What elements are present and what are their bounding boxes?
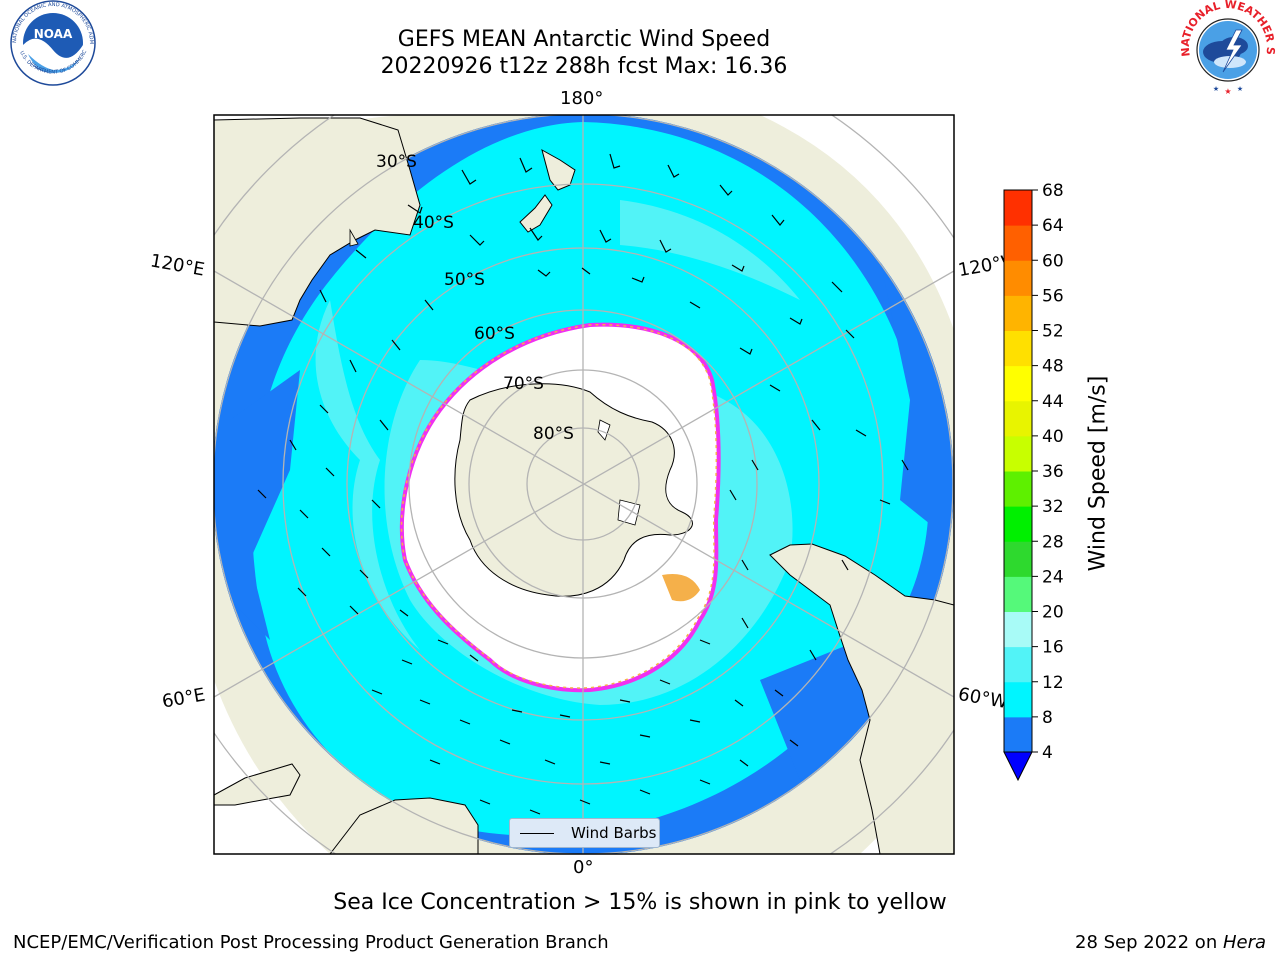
legend-line-icon: [520, 832, 554, 834]
nws-logo: NATIONAL WEATHER SERVICE ★ ★ ★: [1172, 0, 1280, 100]
south-america: [769, 543, 954, 854]
wind-barbs: [257, 153, 909, 815]
noaa-logo: NOAA NATIONAL OCEANIC AND ATMOSPHERIC AD…: [0, 0, 104, 86]
svg-text:★: ★: [1237, 85, 1243, 93]
colorbar-segment: [1004, 260, 1032, 296]
colorbar-segment: [1004, 716, 1032, 753]
colorbar-tick-label: 12: [1042, 673, 1064, 693]
colorbar-tick-label: 36: [1042, 462, 1064, 482]
colorbar-segment: [1004, 576, 1032, 612]
lat-label-60s: 60°S: [474, 324, 515, 344]
host-text: Hera: [1222, 932, 1266, 953]
madagascar: [214, 763, 301, 806]
graticule: [214, 115, 954, 854]
colorbar-tick-label: 28: [1042, 532, 1064, 552]
colorbar-segment: [1004, 365, 1032, 402]
svg-text:★: ★: [1213, 85, 1219, 93]
datestamp: 28 Sep 2022 on Hera: [1075, 932, 1266, 953]
colorbar-tick-label: 44: [1042, 392, 1064, 412]
lat-label-50s: 50°S: [444, 270, 485, 290]
africa: [329, 797, 479, 854]
colorbar-tick-label: 8: [1042, 708, 1053, 728]
colorbar-tick-label: 60: [1042, 251, 1064, 271]
svg-text:★: ★: [1224, 87, 1231, 96]
date-text: 28 Sep 2022 on: [1075, 932, 1223, 953]
colorbar-tick-label: 48: [1042, 357, 1064, 377]
colorbar-tick-label: 32: [1042, 497, 1064, 517]
colorbar-segment: [1004, 225, 1032, 261]
colorbar-label: Wind Speed [m/s]: [1085, 375, 1111, 572]
svg-text:NOAA: NOAA: [34, 27, 73, 41]
lon-label-180: 180°: [560, 88, 604, 109]
sea-ice-note: Sea Ice Concentration > 15% is shown in …: [333, 890, 947, 915]
colorbar-segment: [1004, 435, 1032, 472]
lat-label-70s: 70°S: [503, 374, 544, 394]
credit-text: NCEP/EMC/Verification Post Processing Pr…: [13, 932, 609, 953]
colorbar-segment: [1004, 646, 1032, 683]
colorbar-tick-label: 52: [1042, 322, 1064, 342]
colorbar-tick-label: 40: [1042, 427, 1064, 447]
colorbar-segment: [1004, 611, 1032, 648]
colorbar-tick-label: 4: [1042, 743, 1053, 763]
map-title: GEFS MEAN Antarctic Wind Speed: [397, 27, 771, 52]
lat-label-40s: 40°S: [413, 213, 454, 233]
lat-label-80s: 80°S: [533, 424, 574, 444]
colorbar-tick-label: 64: [1042, 216, 1064, 236]
lon-label-0: 0°: [573, 857, 594, 878]
colorbar-segment: [1004, 190, 1032, 226]
colorbar-segment: [1004, 471, 1032, 507]
lat-label-30s: 30°S: [376, 152, 417, 172]
legend-label: Wind Barbs: [571, 824, 657, 842]
colorbar-segment: [1004, 330, 1032, 367]
colorbar-extend-triangle: [1003, 751, 1033, 782]
colorbar-segment: [1004, 541, 1032, 577]
map-subtitle: 20220926 t12z 288h fcst Max: 16.36: [380, 54, 788, 79]
colorbar-tick-label: 56: [1042, 286, 1064, 306]
australia: [214, 117, 421, 327]
colorbar-segment: [1004, 295, 1032, 331]
colorbar-tick-label: 68: [1042, 181, 1064, 201]
colorbar-segment: [1004, 506, 1032, 542]
map-frame: [213, 114, 955, 855]
wind-barbs-legend: Wind Barbs: [509, 818, 660, 848]
colorbar-tick-label: 20: [1042, 603, 1064, 623]
colorbar-segment: [1004, 400, 1032, 437]
colorbar-segments: [1003, 189, 1033, 782]
sea-ice-patch: [662, 574, 700, 602]
colorbar-tick-label: 24: [1042, 567, 1064, 587]
new-zealand: [541, 148, 576, 191]
colorbar-segment: [1004, 681, 1032, 718]
colorbar-tick-label: 16: [1042, 638, 1064, 658]
